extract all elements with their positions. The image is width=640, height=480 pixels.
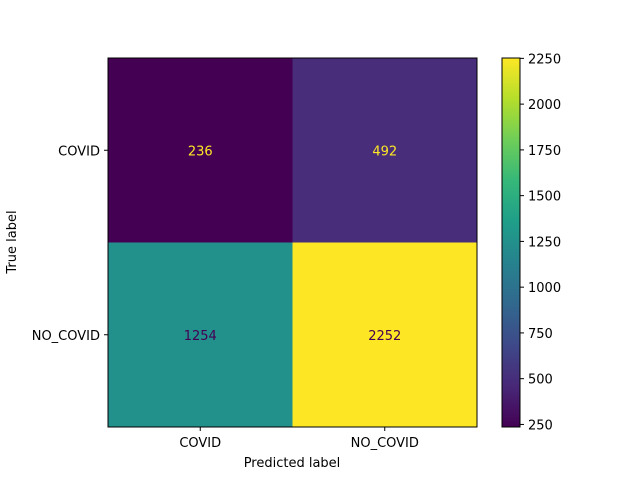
y-axis-label: True label (5, 210, 20, 274)
colorbar-gradient (502, 58, 520, 427)
colorbar-tick-label: 2000 (528, 98, 561, 113)
colorbar: 250 500 750 1000 1250 1500 1750 2000 2250 (501, 52, 561, 433)
matrix-cell (292, 58, 477, 243)
colorbar-tick-label: 1250 (528, 235, 561, 250)
y-tick-label: COVID (58, 144, 100, 159)
cell-value-label: 492 (372, 144, 397, 159)
matrix-cell (108, 242, 293, 427)
matrix-cell (108, 58, 293, 243)
x-axis-label: Predicted label (244, 456, 341, 471)
plot-frame (107, 57, 478, 428)
x-tick-label: COVID (179, 436, 221, 451)
colorbar-tick-label: 1750 (528, 144, 561, 159)
colorbar-tick-label: 250 (528, 418, 553, 433)
x-tick-label: NO_COVID (351, 436, 419, 451)
cell-value-label: 1254 (184, 329, 217, 344)
matrix-cells: 236 492 1254 2252 (108, 58, 477, 427)
cell-value-label: 2252 (368, 329, 401, 344)
colorbar-tick-label: 1500 (528, 190, 561, 205)
colorbar-tick-label: 750 (528, 327, 553, 342)
colorbar-frame (501, 57, 521, 428)
cell-value-label: 236 (188, 144, 213, 159)
matrix-cell (292, 242, 477, 427)
colorbar-tick-label: 2250 (528, 52, 561, 67)
axis-ticks: COVID NO_COVID COVID NO_COVID (32, 144, 419, 451)
colorbar-tick-label: 1000 (528, 281, 561, 296)
colorbar-tick-label: 500 (528, 373, 553, 388)
y-tick-label: NO_COVID (32, 329, 100, 344)
